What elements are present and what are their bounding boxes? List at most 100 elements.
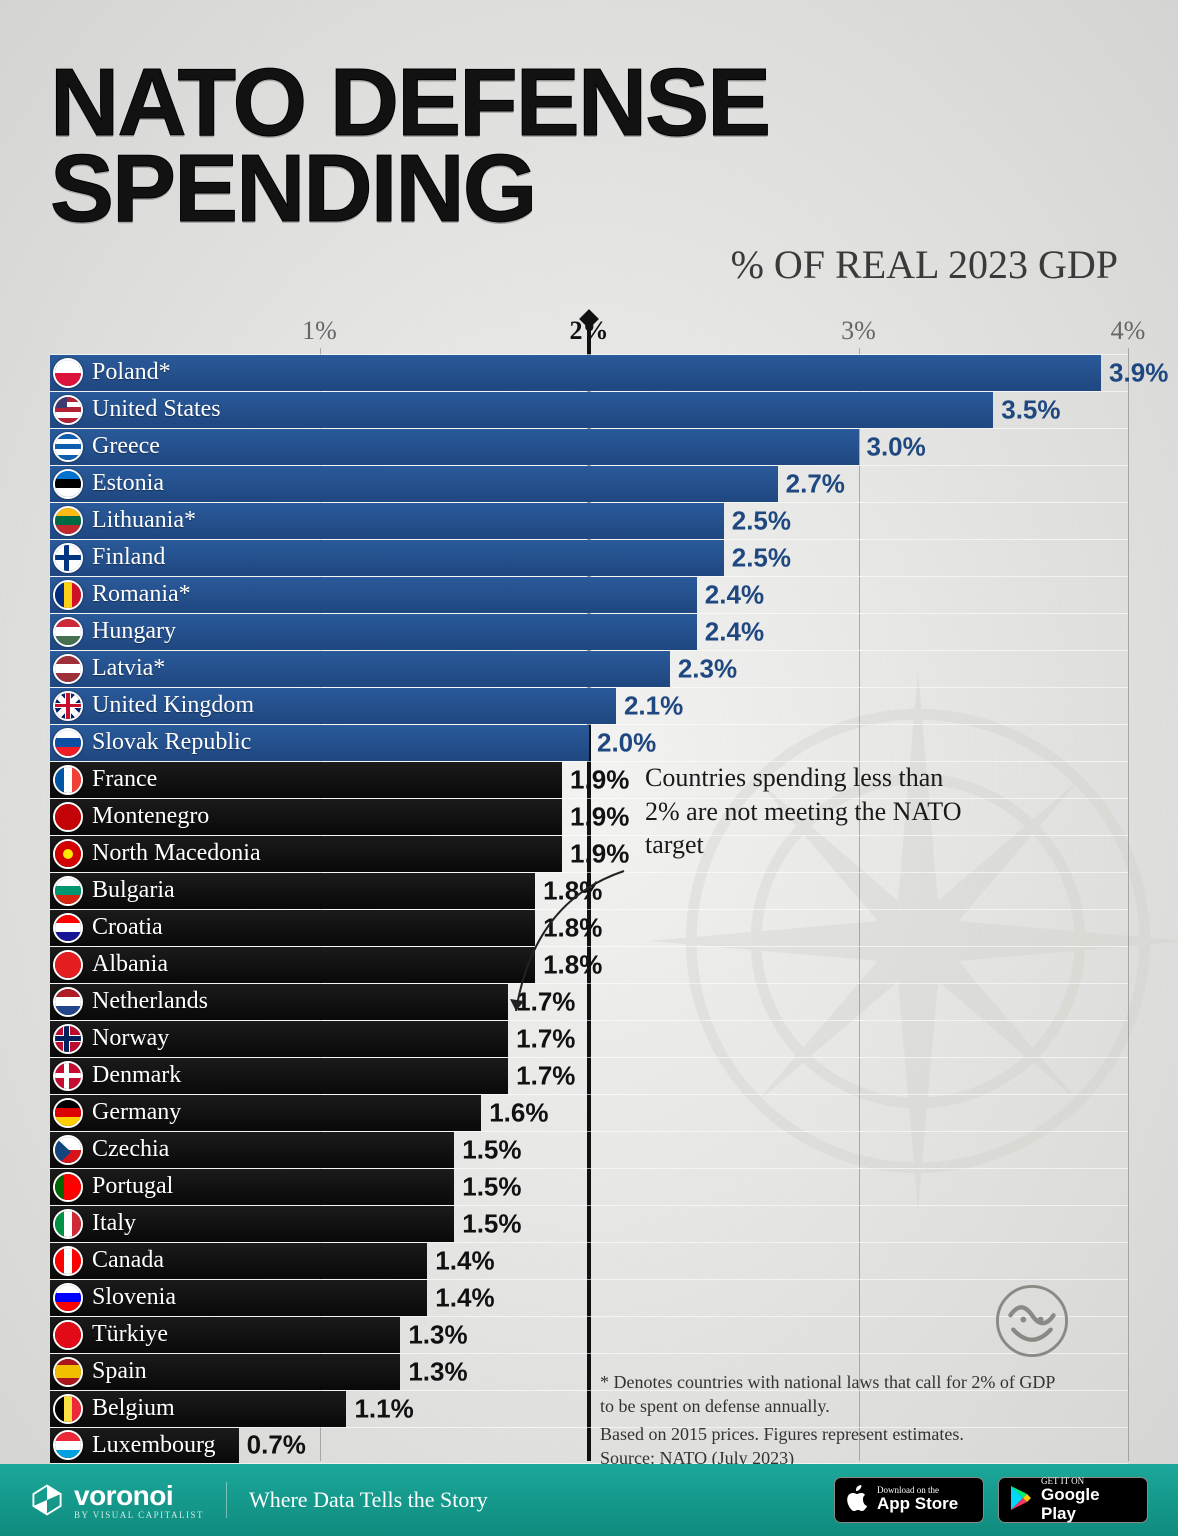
voronoi-logo-icon xyxy=(30,1483,64,1517)
country-label: Bulgaria xyxy=(92,877,175,904)
axis-tick-label: 4% xyxy=(1111,316,1146,346)
value-label: 2.0% xyxy=(597,727,656,758)
country-label: Hungary xyxy=(92,618,176,645)
google-play-badge[interactable]: GET IT ONGoogle Play xyxy=(998,1477,1148,1523)
value-label: 1.3% xyxy=(408,1356,467,1387)
value-label: 1.6% xyxy=(489,1097,548,1128)
value-label: 0.7% xyxy=(247,1430,306,1461)
country-label: Czechia xyxy=(92,1136,169,1163)
bar-row: Denmark 1.7% xyxy=(50,1057,1128,1094)
value-label: 1.8% xyxy=(543,912,602,943)
value-label: 1.1% xyxy=(354,1393,413,1424)
country-label: Lithuania* xyxy=(92,507,196,534)
country-label: Denmark xyxy=(92,1062,181,1089)
brand: voronoi BY VISUAL CAPITALIST xyxy=(30,1480,204,1520)
bar-row: Lithuania*2.5% xyxy=(50,502,1128,539)
bar: Latvia* xyxy=(50,651,670,687)
bar-row: Greece 3.0% xyxy=(50,428,1128,465)
country-label: Luxembourg xyxy=(92,1432,216,1459)
country-label: Croatia xyxy=(92,914,163,941)
country-label: United Kingdom xyxy=(92,692,254,719)
bar-row: Netherlands1.7% xyxy=(50,983,1128,1020)
flag-icon xyxy=(53,1172,83,1202)
bar: Finland xyxy=(50,540,724,576)
flag-icon xyxy=(53,469,83,499)
bars-container: Poland*3.9%United States3.5%Greece3.0%Es… xyxy=(50,354,1128,1461)
flag-icon xyxy=(53,1246,83,1276)
flag-icon xyxy=(53,1394,83,1424)
value-label: 1.9% xyxy=(570,801,629,832)
brand-name: voronoi xyxy=(74,1480,204,1512)
bar: Denmark xyxy=(50,1058,508,1094)
bar: Hungary xyxy=(50,614,697,650)
bar: Belgium xyxy=(50,1391,346,1427)
bar-row: Bulgaria1.8% xyxy=(50,872,1128,909)
bar: Estonia xyxy=(50,466,778,502)
value-label: 1.5% xyxy=(462,1134,521,1165)
country-label: Albania xyxy=(92,951,168,978)
country-label: Poland* xyxy=(92,359,171,386)
brand-byline: BY VISUAL CAPITALIST xyxy=(74,1510,204,1520)
footnote-basis: Based on 2015 prices. Figures represent … xyxy=(600,1422,1070,1446)
bar: Spain xyxy=(50,1354,400,1390)
flag-icon xyxy=(53,617,83,647)
bar: Lithuania* xyxy=(50,503,724,539)
country-label: Italy xyxy=(92,1210,136,1237)
flag-icon xyxy=(53,358,83,388)
store-big-text: Google Play xyxy=(1041,1486,1137,1523)
flag-icon xyxy=(53,1135,83,1165)
value-label: 1.9% xyxy=(570,838,629,869)
bar: Slovenia xyxy=(50,1280,427,1316)
value-label: 3.0% xyxy=(867,431,926,462)
value-label: 2.4% xyxy=(705,616,764,647)
value-label: 1.7% xyxy=(516,1060,575,1091)
country-label: Canada xyxy=(92,1247,164,1274)
country-label: Netherlands xyxy=(92,988,208,1015)
bar-row: Albania 1.8% xyxy=(50,946,1128,983)
store-icon xyxy=(845,1484,869,1517)
flag-icon xyxy=(53,1357,83,1387)
flag-icon xyxy=(53,1098,83,1128)
bar: Poland* xyxy=(50,355,1101,391)
flag-icon xyxy=(53,1320,83,1350)
bar: Germany xyxy=(50,1095,481,1131)
store-icon xyxy=(1009,1485,1033,1516)
value-label: 1.8% xyxy=(543,949,602,980)
bar: Albania xyxy=(50,947,535,983)
flag-icon xyxy=(53,839,83,869)
bar-row: United States3.5% xyxy=(50,391,1128,428)
value-label: 2.7% xyxy=(786,468,845,499)
country-label: Finland xyxy=(92,544,165,571)
value-label: 1.5% xyxy=(462,1171,521,1202)
flag-icon xyxy=(53,1024,83,1054)
bar: Slovak Republic xyxy=(50,725,589,761)
country-label: North Macedonia xyxy=(92,840,261,867)
bar: Montenegro xyxy=(50,799,562,835)
bar-row: Estonia 2.7% xyxy=(50,465,1128,502)
flag-icon xyxy=(53,913,83,943)
bar-row: Latvia* 2.3% xyxy=(50,650,1128,687)
country-label: Portugal xyxy=(92,1173,173,1200)
bar-row: Poland*3.9% xyxy=(50,354,1128,391)
country-label: Türkiye xyxy=(92,1321,168,1348)
flag-icon xyxy=(53,1283,83,1313)
store-big-text: App Store xyxy=(877,1495,958,1514)
country-label: Estonia xyxy=(92,470,164,497)
store-badges: Download on theApp Store GET IT ONGoogle … xyxy=(834,1477,1148,1523)
value-label: 1.4% xyxy=(435,1282,494,1313)
bar-row: Canada1.4% xyxy=(50,1242,1128,1279)
footer-tagline: Where Data Tells the Story xyxy=(249,1487,488,1513)
app-store-badge[interactable]: Download on theApp Store xyxy=(834,1477,984,1523)
bar: Romania* xyxy=(50,577,697,613)
axis-tick-label: 1% xyxy=(302,316,337,346)
bar-row: Norway1.7% xyxy=(50,1020,1128,1057)
value-label: 2.3% xyxy=(678,653,737,684)
bar: Greece xyxy=(50,429,859,465)
bar-row: Germany 1.6% xyxy=(50,1094,1128,1131)
bar-row: Portugal 1.5% xyxy=(50,1168,1128,1205)
bar-row: Croatia 1.8% xyxy=(50,909,1128,946)
footnote-star: * Denotes countries with national laws t… xyxy=(600,1370,1070,1419)
flag-icon xyxy=(53,580,83,610)
bar-row: Finland2.5% xyxy=(50,539,1128,576)
annotation-text: Countries spending less than 2% are not … xyxy=(645,761,975,862)
